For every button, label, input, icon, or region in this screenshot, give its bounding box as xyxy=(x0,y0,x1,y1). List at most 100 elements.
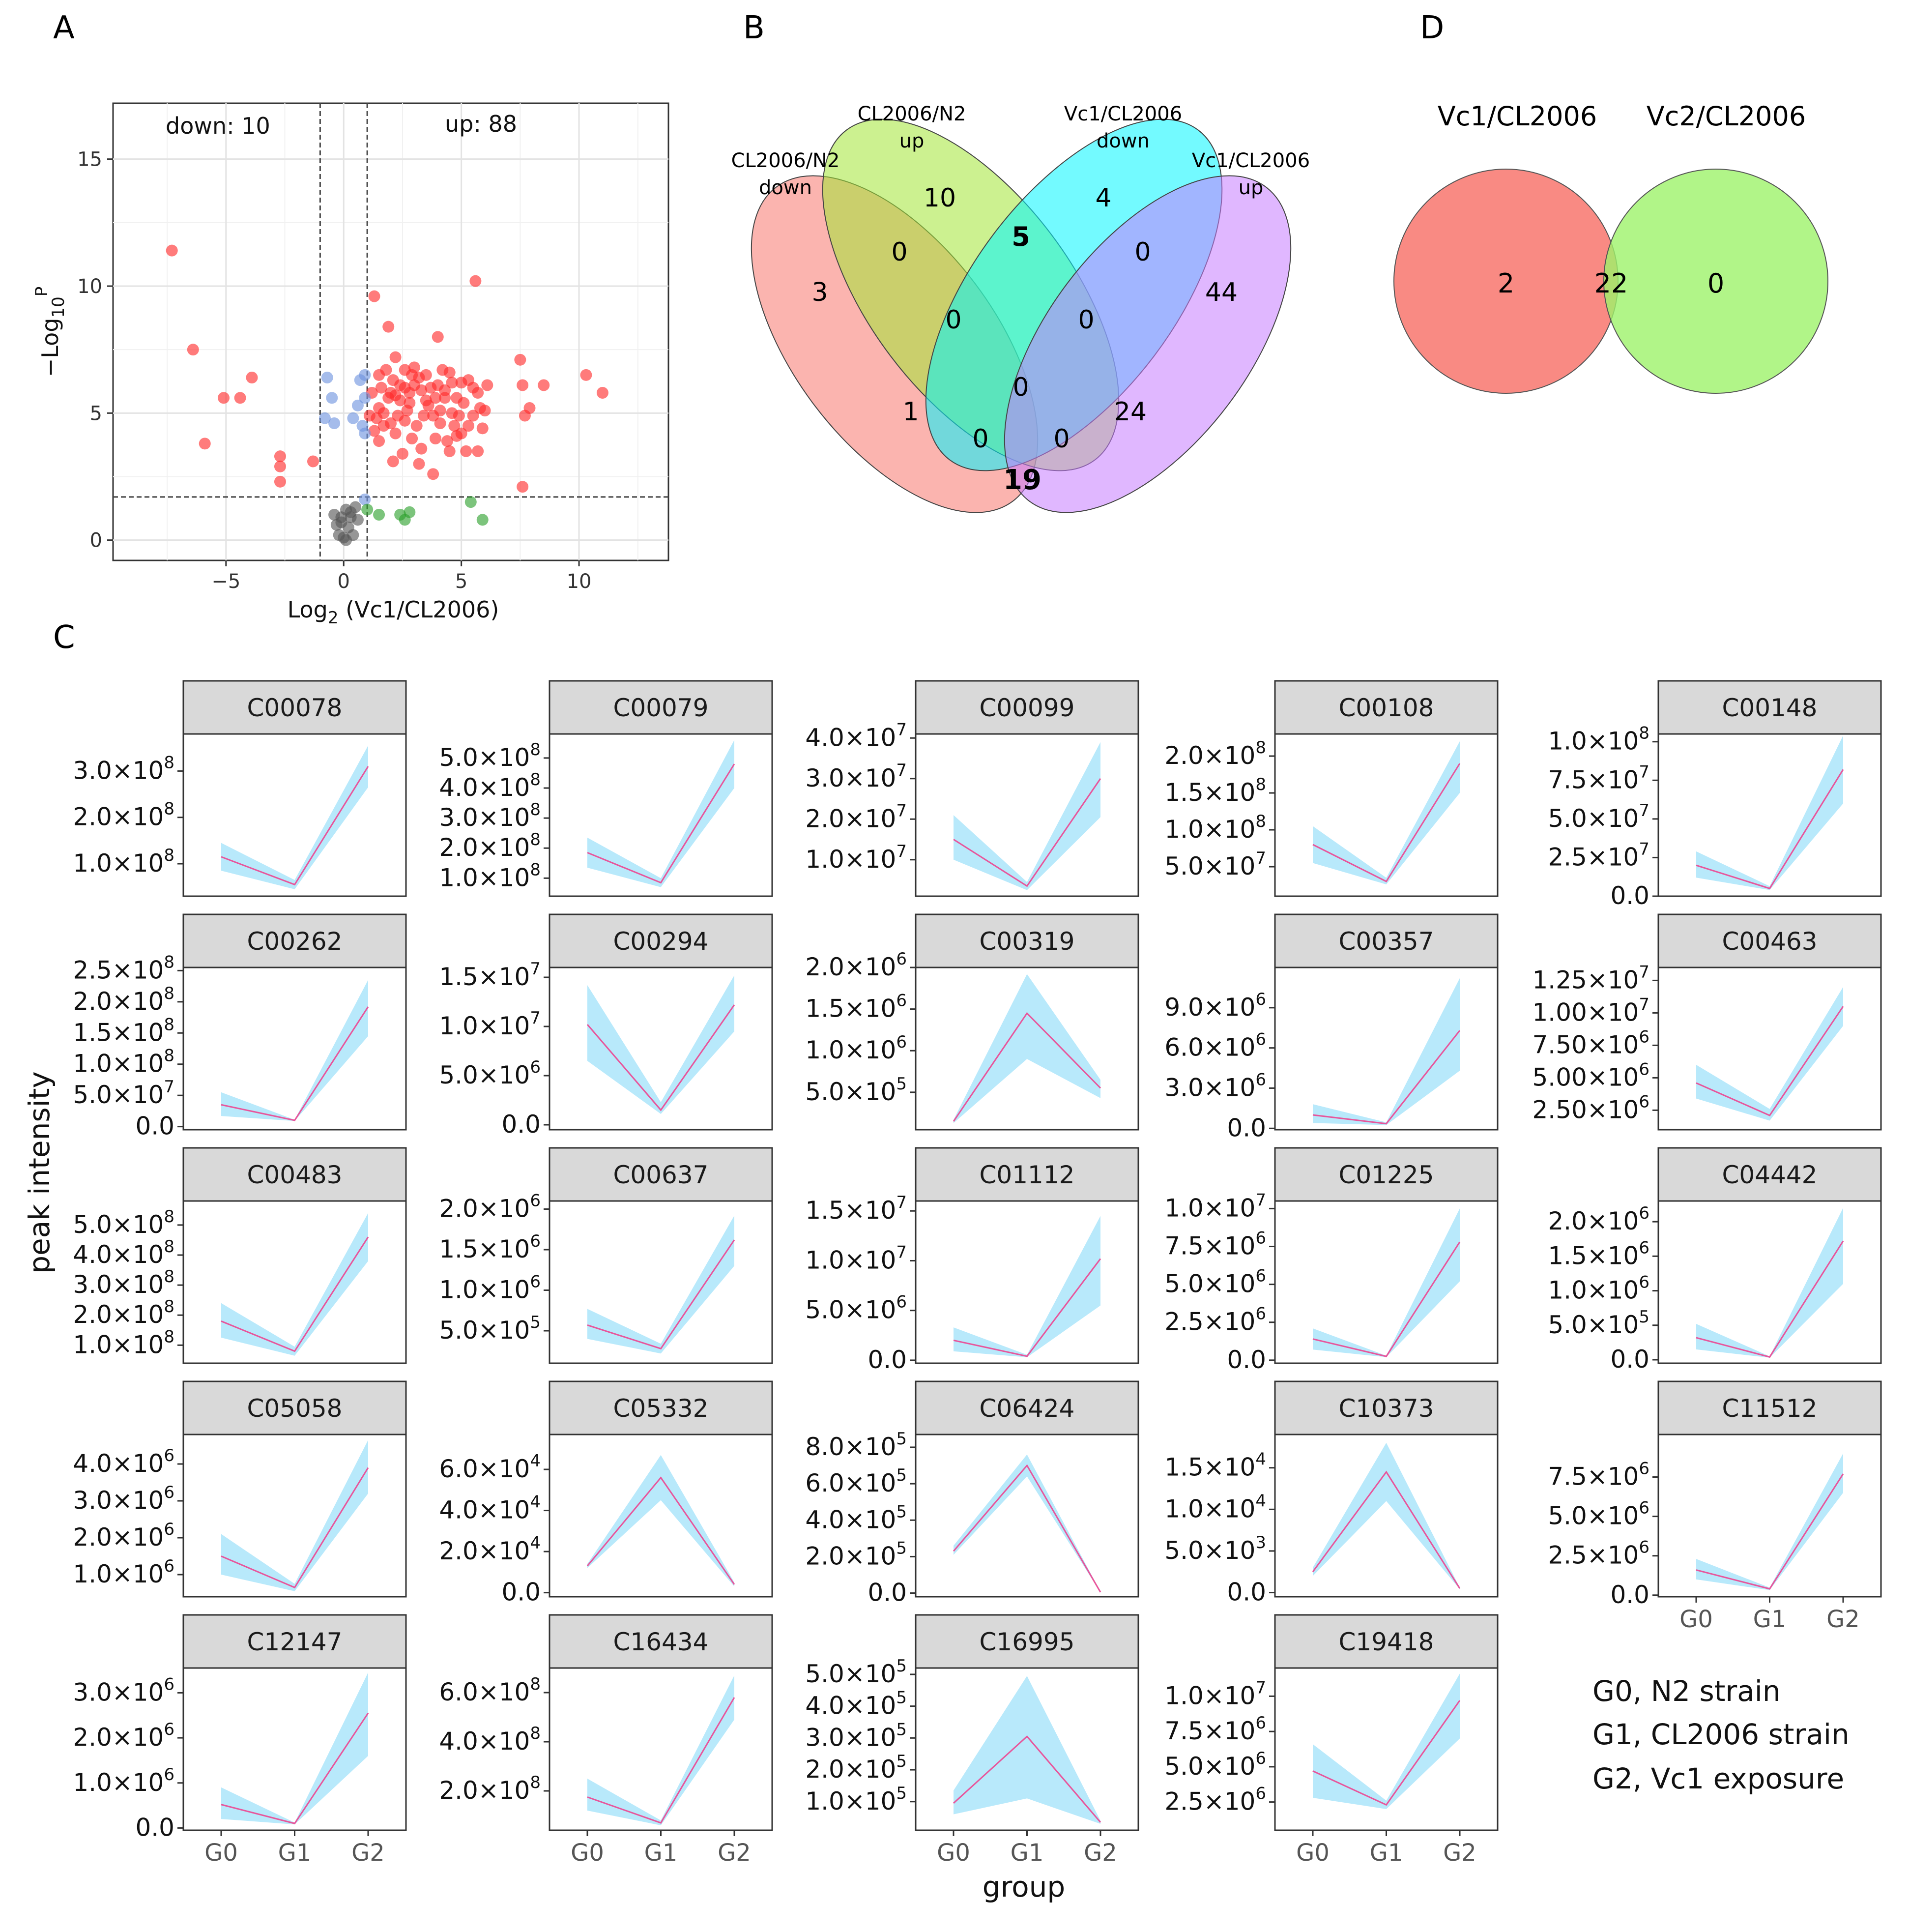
venn2-count-both: 22 xyxy=(1594,268,1628,299)
panel-label-d: D xyxy=(1420,10,1444,46)
facet-y-tick-exponent: 6 xyxy=(1255,1784,1266,1804)
facet-y-tick-exponent: 6 xyxy=(164,1765,174,1785)
facet-y-tick-label: 2.0×108 xyxy=(73,984,174,1016)
facet-mean-line xyxy=(221,766,369,886)
facet-y-tick-label: 2.5×107 xyxy=(1548,839,1649,871)
facet-y-tick-exponent: 6 xyxy=(164,1446,174,1465)
facet-y-tick-label: 0.0 xyxy=(501,1578,541,1607)
facet-y-tick-exponent: 7 xyxy=(530,1008,541,1028)
facet-y-tick-mantissa: 3.0×10 xyxy=(1164,1073,1255,1102)
facet-y-tick-mantissa: 2.0×10 xyxy=(805,953,896,981)
facet-y-tick-exponent: 8 xyxy=(164,1237,174,1257)
facet-y-tick-mantissa: 6.0×10 xyxy=(1164,1033,1255,1062)
volcano-point xyxy=(472,445,484,457)
facet-x-tick-label: G2 xyxy=(718,1839,751,1867)
facet-y-tick-label: 1.5×107 xyxy=(805,1193,907,1225)
facet-y-tick-label: 2.0×107 xyxy=(805,801,907,833)
facet-y-tick-mantissa: 6.0×10 xyxy=(439,1455,530,1483)
facet-strip-title: C16434 xyxy=(613,1628,709,1656)
venn4-label-d-line2: up xyxy=(1239,176,1264,199)
facet-y-tick-exponent: 5 xyxy=(896,1465,907,1485)
facet-mean-line xyxy=(221,1712,369,1824)
facet-y-tick-label: 4.0×105 xyxy=(805,1688,907,1720)
facet-y-tick-label: 1.0×108 xyxy=(73,1046,174,1078)
volcano-point xyxy=(458,397,470,409)
facet-y-tick-mantissa: 1.25×10 xyxy=(1533,966,1639,994)
volcano-point xyxy=(517,481,529,493)
facet-y-tick-label: 1.0×107 xyxy=(805,842,907,874)
facet-y-tick-mantissa: 7.5×10 xyxy=(1164,1717,1255,1745)
facet-c16995: C169951.0×1052.0×1053.0×1054.0×1055.0×10… xyxy=(805,1614,1139,1867)
facet-y-tick-exponent: 8 xyxy=(530,800,541,820)
volcano-x-tick-label: −5 xyxy=(211,570,240,593)
panel-label-a: A xyxy=(53,10,75,46)
facet-panel xyxy=(182,1434,407,1598)
facet-y-tick-label: 3.0×105 xyxy=(805,1720,907,1752)
facet-y-tick-mantissa: 1.0×10 xyxy=(439,1276,530,1304)
facet-strip xyxy=(182,1614,407,1669)
facet-y-tick-label: 9.0×106 xyxy=(1164,990,1266,1022)
facet-y-tick-mantissa: 1.0×10 xyxy=(805,1787,896,1815)
facet-mean-line xyxy=(1696,1006,1844,1116)
facet-panel xyxy=(182,966,407,1131)
facet-y-tick-exponent: 6 xyxy=(1639,1498,1649,1518)
facet-y-tick-label: 3.0×107 xyxy=(805,761,907,792)
facet-y-tick-mantissa: 1.0×10 xyxy=(439,1012,530,1040)
facet-y-tick-mantissa: 1.5×10 xyxy=(805,1196,896,1225)
facet-y-tick-label: 6.0×105 xyxy=(805,1465,907,1497)
facet-y-tick-exponent: 6 xyxy=(1255,1229,1266,1248)
facet-y-tick-exponent: 8 xyxy=(530,1773,541,1792)
facet-x-tick-label: G0 xyxy=(204,1839,238,1867)
facet-strip-title: C00148 xyxy=(1722,694,1818,722)
facet-strip-title: C05058 xyxy=(247,1394,343,1423)
facet-y-tick-label: 1.0×108 xyxy=(73,846,174,878)
facet-y-tick-label: 2.50×106 xyxy=(1533,1092,1650,1124)
venn4-count-d-only: 44 xyxy=(1205,278,1238,307)
facet-y-tick-mantissa: 5.0×10 xyxy=(805,1078,896,1106)
facet-y-axis-title: peak intensity xyxy=(23,1071,56,1274)
volcano-point xyxy=(340,534,352,546)
facet-y-tick-mantissa: 4.0×10 xyxy=(439,1496,530,1524)
facet-y-tick-mantissa: 5.0×10 xyxy=(805,1660,896,1688)
group-legend-item-g0: G0, N2 strain xyxy=(1592,1674,1781,1708)
facet-c00463: C004632.50×1065.00×1067.50×1061.00×1071.… xyxy=(1533,913,1882,1131)
facet-y-tick-label: 7.5×106 xyxy=(1164,1229,1266,1260)
facet-y-tick-label: 1.5×106 xyxy=(805,991,907,1023)
volcano-point xyxy=(464,496,477,508)
facet-mean-line xyxy=(221,1467,369,1589)
facet-y-tick-exponent: 3 xyxy=(1255,1533,1266,1552)
facet-strip xyxy=(549,1380,773,1435)
volcano-point xyxy=(429,433,441,444)
facet-mean-line xyxy=(221,1236,369,1352)
facet-y-tick-exponent: 6 xyxy=(530,1191,541,1211)
facet-y-tick-label: 1.0×106 xyxy=(73,1556,174,1588)
volcano-y-tick-label: 10 xyxy=(77,275,102,298)
volcano-point xyxy=(274,460,286,472)
facet-y-tick-label: 1.5×108 xyxy=(73,1015,174,1047)
volcano-point xyxy=(481,379,493,391)
facet-ribbon xyxy=(1313,1673,1460,1809)
volcano-point xyxy=(234,392,246,404)
facet-y-tick-mantissa: 1.0×10 xyxy=(805,845,896,874)
volcano-x-axis-title-main: Log xyxy=(288,596,328,623)
facet-y-tick-mantissa: 8.0×10 xyxy=(805,1433,896,1461)
volcano-point xyxy=(368,425,380,437)
volcano-point xyxy=(439,392,451,404)
facet-y-tick-label: 0.0 xyxy=(1610,881,1649,910)
facet-y-tick-label: 2.0×106 xyxy=(73,1720,174,1752)
facet-y-tick-mantissa: 3.0×10 xyxy=(439,803,530,832)
facet-y-tick-label: 2.0×105 xyxy=(805,1538,907,1570)
facet-y-tick-mantissa: 1.5×10 xyxy=(73,1018,164,1047)
facet-panel xyxy=(549,733,773,897)
facet-y-tick-label: 1.0×107 xyxy=(805,1242,907,1274)
volcano-point xyxy=(429,392,441,404)
facet-ribbon xyxy=(1696,1453,1843,1590)
facet-x-tick-label: G0 xyxy=(937,1839,970,1867)
facet-y-tick-label: 5.0×106 xyxy=(439,1057,541,1089)
facet-y-tick-exponent: 6 xyxy=(1255,1713,1266,1733)
